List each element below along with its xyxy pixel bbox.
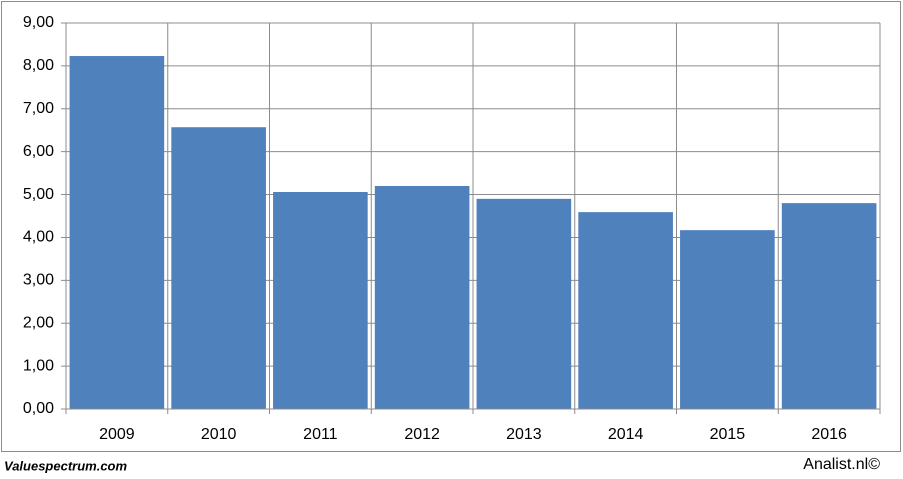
bar [578,212,673,409]
x-tick-label: 2015 [710,426,746,443]
source-left: Valuespectrum.com [4,458,128,473]
x-tick-label: 2010 [201,426,237,443]
y-tick-label: 3,00 [23,272,54,289]
bar [69,56,165,409]
y-tick-label: 7,00 [23,100,54,117]
x-tick-label: 2013 [506,426,542,443]
bar [273,191,368,409]
x-tick-label: 2009 [99,426,135,443]
y-tick-label: 0,00 [23,400,54,417]
y-tick-label: 4,00 [23,229,54,246]
y-tick-label: 1,00 [23,357,54,374]
source-right: Analist.nl© [803,456,880,473]
y-tick-label: 9,00 [23,14,54,31]
bar [374,185,470,409]
bar [680,230,775,409]
y-tick-label: 8,00 [23,57,54,74]
bar [171,127,266,409]
bar [781,203,877,409]
y-tick-label: 5,00 [23,186,54,203]
y-tick-label: 2,00 [23,314,54,331]
bar [476,198,572,409]
x-tick-label: 2014 [608,426,644,443]
x-tick-label: 2016 [811,426,847,443]
x-tick-label: 2011 [303,426,338,443]
y-tick-label: 6,00 [23,143,54,160]
x-tick-label: 2012 [404,426,440,443]
